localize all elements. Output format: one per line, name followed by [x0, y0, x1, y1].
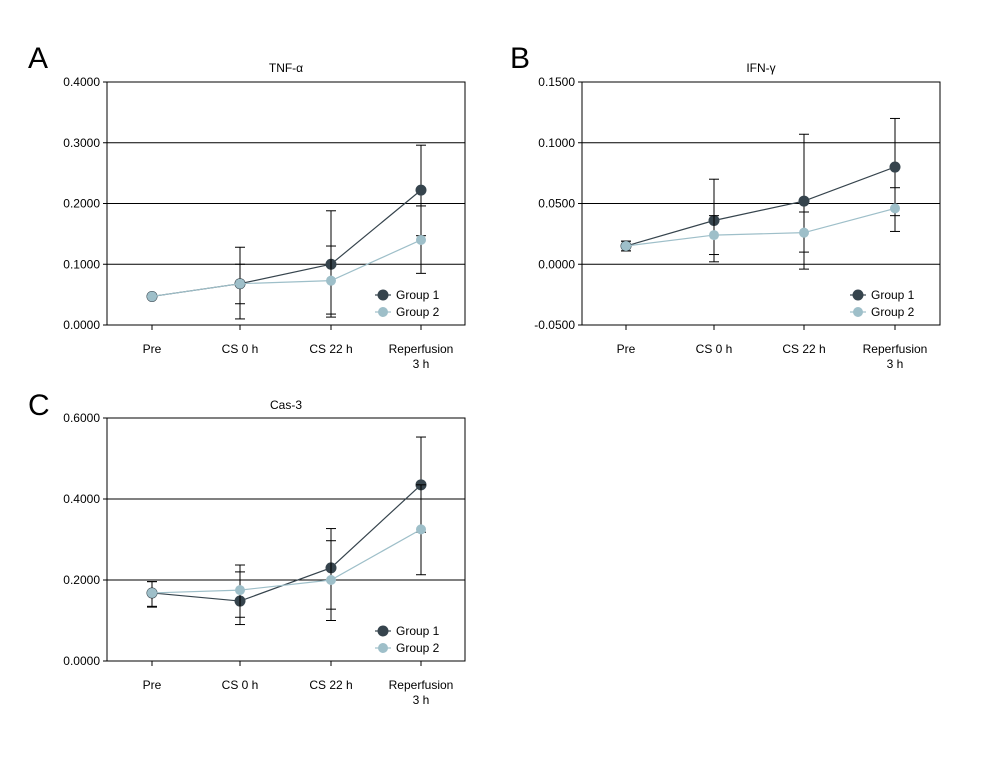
plot-frame [106, 417, 466, 662]
x-tick-label: CS 22 h [309, 342, 352, 356]
series-group-1 [146, 436, 427, 618]
chart-title: Cas-3 [270, 398, 302, 412]
x-tick-label: Reperfusion [863, 342, 928, 356]
y-tick-label: 0.1000 [538, 136, 575, 150]
x-tick-label: CS 22 h [782, 342, 825, 356]
x-tick-label: Pre [143, 342, 162, 356]
data-point [798, 195, 810, 207]
data-point [147, 587, 157, 598]
y-tick-label: 0.0500 [538, 197, 575, 211]
series-group-1 [620, 117, 901, 263]
y-tick-label: 0.1000 [63, 257, 100, 271]
series-line [151, 528, 422, 594]
y-tick-label: -0.0500 [534, 318, 575, 332]
x-tick-label: CS 0 h [696, 342, 733, 356]
x-tick-label: CS 0 h [222, 342, 259, 356]
series-line [151, 189, 422, 298]
legend-marker [378, 307, 388, 317]
data-point [415, 184, 427, 196]
x-tick-label: 3 h [413, 357, 430, 371]
data-point [889, 161, 901, 173]
series-line [151, 239, 422, 298]
chart-title: IFN-γ [746, 61, 775, 75]
series-line [625, 166, 896, 247]
chart-panel-b: B IFN-γ -0.0500 0.0000 0.0500 0.1000 0.1500 Pre… [510, 42, 941, 371]
x-tick-label: Reperfusion [389, 678, 454, 692]
panel-letter: A [28, 42, 48, 75]
series-group-2 [147, 205, 426, 320]
y-tick-label: 0.4000 [63, 492, 100, 506]
y-tick-label: 0.0000 [538, 257, 575, 271]
x-tick-label: 3 h [413, 693, 430, 707]
legend-marker [378, 643, 388, 653]
data-point [416, 524, 426, 535]
data-point [326, 575, 336, 585]
legend-marker [377, 289, 389, 301]
legend-label: Group 2 [396, 305, 440, 319]
x-tick-label: CS 0 h [222, 678, 259, 692]
y-tick-label: 0.1500 [538, 75, 575, 89]
chart-panel-a: A TNF-α 0.0000 0.1000 0.2000 0.3000 0.4000 Pre C… [28, 42, 466, 371]
data-point [147, 291, 157, 302]
legend-label: Group 2 [871, 305, 915, 319]
y-tick-label: 0.2000 [63, 197, 100, 211]
x-tick-label: Pre [617, 342, 636, 356]
data-point [235, 278, 245, 289]
data-point [416, 234, 426, 245]
x-tick-label: Pre [143, 678, 162, 692]
series-line [625, 207, 896, 247]
y-tick-label: 0.0000 [63, 318, 100, 332]
series-group-2 [147, 484, 426, 626]
data-point [890, 203, 900, 214]
y-tick-label: 0.6000 [63, 411, 100, 425]
series-line [151, 484, 422, 602]
data-point [235, 585, 245, 596]
x-tick-label: CS 22 h [309, 678, 352, 692]
data-point [709, 230, 719, 241]
series-group-2 [621, 187, 900, 270]
y-tick-label: 0.3000 [63, 136, 100, 150]
legend-marker [377, 625, 389, 637]
data-point [621, 241, 631, 252]
legend-label: Group 2 [396, 641, 440, 655]
legend-label: Group 1 [871, 288, 915, 302]
x-tick-label: Reperfusion [389, 342, 454, 356]
y-tick-label: 0.4000 [63, 75, 100, 89]
panel-letter: C [28, 389, 50, 422]
y-tick-label: 0.2000 [63, 573, 100, 587]
legend-marker [853, 307, 863, 317]
chart-title: TNF-α [269, 61, 303, 75]
data-point [326, 275, 336, 286]
chart-panel-c: C Cas-3 0.0000 0.2000 0.4000 0.6000 Pre CS 0 h C… [28, 389, 466, 707]
legend-label: Group 1 [396, 624, 440, 638]
panel-letter: B [510, 42, 530, 75]
y-tick-label: 0.0000 [63, 654, 100, 668]
data-point [799, 227, 809, 238]
legend-label: Group 1 [396, 288, 440, 302]
x-tick-label: 3 h [887, 357, 904, 371]
legend-marker [852, 289, 864, 301]
